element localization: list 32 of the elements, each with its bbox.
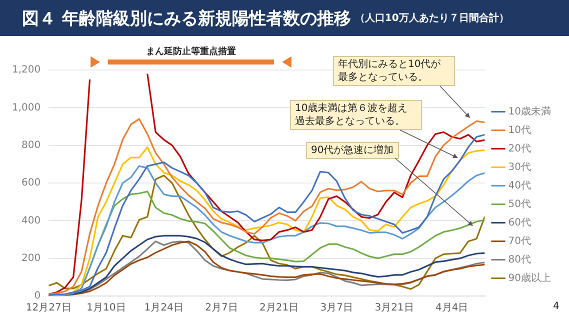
legend-label: 60代 — [508, 217, 532, 228]
chart-title: 図４ 年齢階級別にみる新規陽性者数の推移 — [22, 8, 351, 30]
y-tick-label: 1,200 — [12, 64, 41, 76]
y-tick-label: 600 — [22, 178, 41, 189]
legend-label: 90歳以上 — [508, 272, 552, 284]
legend-label: 20代 — [508, 143, 532, 154]
chart-subtitle: （人口10万人あたり７日間合計） — [354, 12, 509, 25]
x-tick-label: 3月7日 — [320, 302, 354, 314]
legend-label: 10歳未満 — [508, 105, 552, 118]
legend-label: 30代 — [508, 162, 532, 173]
legend-label: 50代 — [508, 198, 532, 210]
y-tick-label: 400 — [22, 215, 41, 226]
text: 4 — [553, 301, 560, 312]
x-tick-label: 4月4日 — [435, 302, 468, 314]
x-tick-label: 12月27日 — [26, 302, 72, 314]
annotation: 年代別にみると10代が最多となっている。 — [333, 56, 455, 86]
legend-label: 70代 — [508, 236, 532, 247]
x-tick-label: 2月7日 — [205, 302, 238, 314]
y-tick-label: 800 — [22, 140, 41, 151]
text: まん延防止等重点措置 — [145, 45, 237, 58]
legend-label: 40代 — [508, 180, 532, 192]
y-tick-label: 1,000 — [12, 102, 41, 114]
x-tick-label: 2月21日 — [260, 302, 299, 314]
annotation: 90代が急速に増加 — [306, 142, 399, 159]
legend-label: 10代 — [508, 124, 532, 136]
annotation: 10歳未満は第６波を超え過去最多となっている。 — [290, 100, 422, 130]
y-tick-label: 0 — [34, 290, 41, 302]
legend-label: 80代 — [508, 254, 532, 266]
x-tick-label: 3月21日 — [374, 302, 414, 314]
x-tick-label: 1月24日 — [144, 302, 184, 314]
y-tick-label: 200 — [22, 252, 41, 264]
x-tick-label: 1月10日 — [86, 302, 126, 314]
